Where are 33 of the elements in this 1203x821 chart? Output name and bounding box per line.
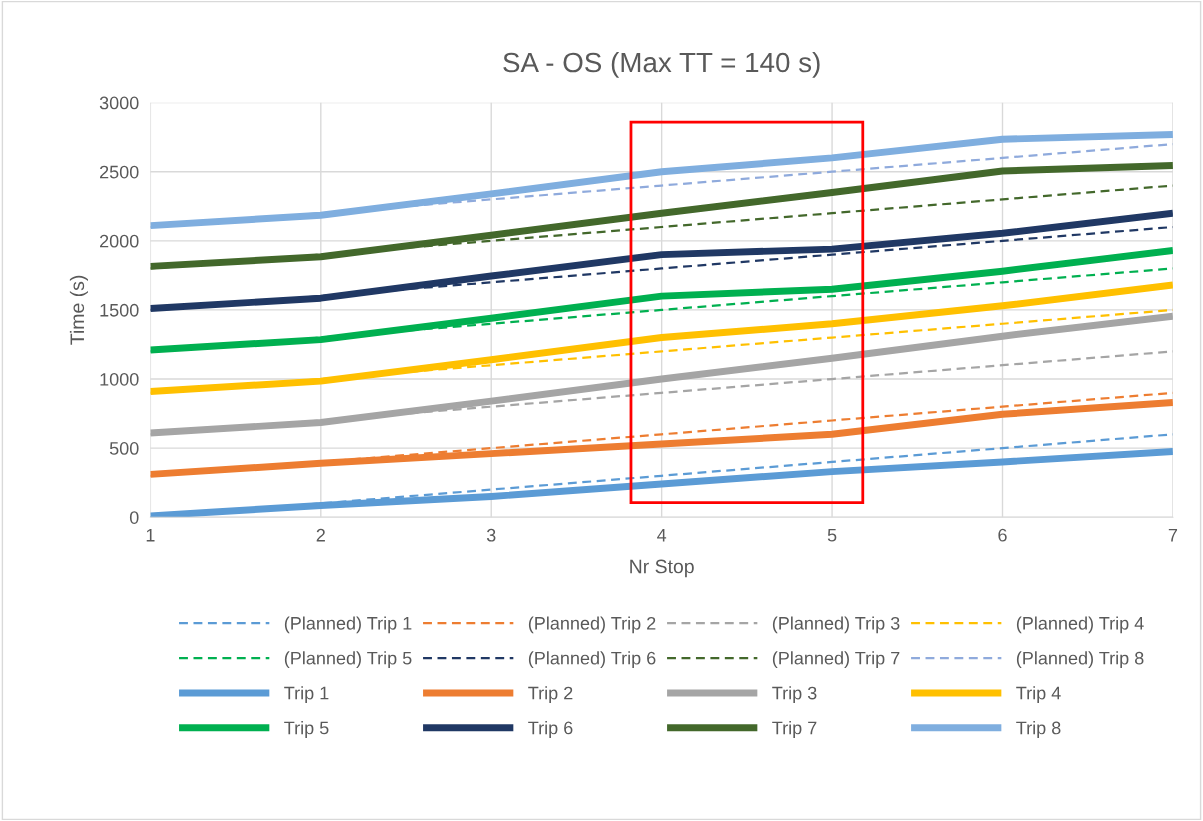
x-tick-label: 1 [146,529,155,542]
x-axis-title: Nr Stop [630,559,694,578]
legend-label: Trip 7 [772,721,817,738]
legend-label: (Planned) Trip 3 [772,616,900,634]
chart-title: SA - OS (Max TT = 140 s) [503,51,820,78]
x-tick-label: 6 [998,528,1007,542]
legend-label: (Planned) Trip 2 [528,616,656,634]
y-tick-label: 3000 [99,96,139,110]
y-tick-label: 1000 [100,372,139,386]
legend-label: Trip 8 [1016,721,1061,738]
x-tick-label: 3 [486,528,496,542]
y-tick-label: 2500 [100,165,139,179]
legend-label: (Planned) Trip 6 [528,651,656,669]
legend-label: (Planned) Trip 7 [772,651,900,669]
y-tick-label: 2000 [100,234,139,248]
legend-label: (Planned) Trip 5 [284,651,412,669]
x-tick-label: 5 [827,529,837,542]
legend-label: (Planned) Trip 1 [284,616,412,634]
legend-label: Trip 2 [528,686,573,704]
y-tick-label: 0 [129,511,139,524]
y-tick-label: 1500 [100,303,139,317]
legend-label: Trip 4 [1016,686,1061,704]
x-tick-label: 4 [657,529,667,542]
legend-label: (Planned) Trip 4 [1016,616,1144,634]
y-tick-label: 500 [109,442,139,455]
x-tick-label: 2 [316,528,325,542]
legend-label: Trip 6 [528,721,573,738]
y-axis-title: Time (s) [69,275,88,345]
legend-label: Trip 3 [772,686,817,704]
legend-label: Trip 1 [284,686,329,704]
x-tick-label: 7 [1168,529,1178,542]
legend-label: Trip 5 [284,721,329,738]
legend-label: (Planned) Trip 8 [1016,651,1144,669]
